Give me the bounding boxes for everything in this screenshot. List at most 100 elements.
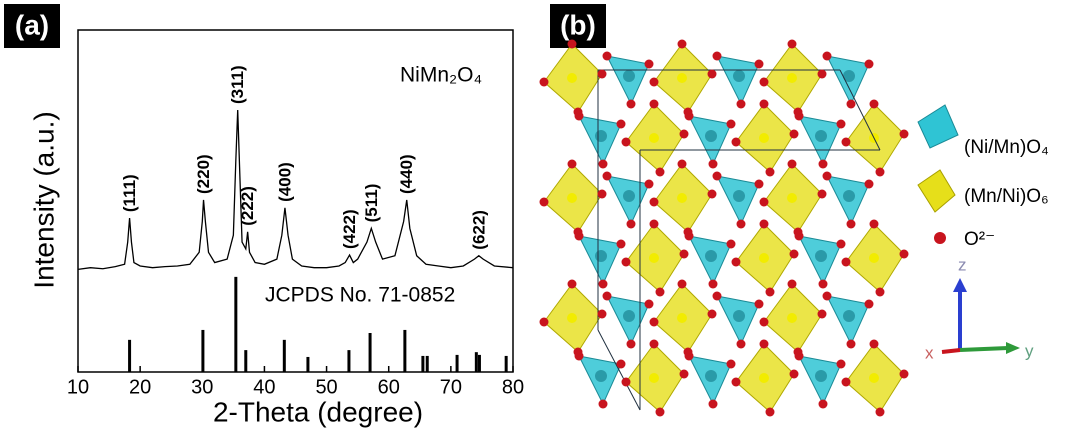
oxygen-atom	[617, 240, 626, 249]
metal-atom	[759, 253, 769, 263]
series-label: NiMn₂O₄	[400, 64, 482, 87]
oxygen-atom	[790, 250, 799, 259]
oxygen-atom	[876, 168, 885, 177]
metal-atom	[567, 313, 577, 323]
oxygen-atom	[598, 310, 607, 319]
metal-atom	[595, 250, 607, 262]
oxygen-atom	[788, 40, 797, 49]
oxygen-atom	[876, 408, 885, 417]
oxygen-atom	[622, 378, 631, 387]
oxygen-atom	[755, 180, 764, 189]
oxygen-atom	[678, 280, 687, 289]
oxygen-atom	[540, 318, 549, 327]
oxygen-atom	[760, 318, 769, 327]
oxygen-atom	[818, 190, 827, 199]
oxygen-atom	[599, 280, 608, 289]
x-axis-label: 2-Theta (degree)	[213, 396, 423, 427]
peak-label: (622)	[469, 210, 488, 250]
oxygen-atom	[656, 168, 665, 177]
oxygen-atom	[790, 370, 799, 379]
oxygen-atom	[865, 300, 874, 309]
metal-atom	[815, 130, 827, 142]
oxygen-atom	[603, 172, 612, 181]
oxygen-atom	[645, 180, 654, 189]
metal-atom	[787, 73, 797, 83]
oxygen-atom	[766, 168, 775, 177]
oxygen-atom	[540, 78, 549, 87]
oxygen-atom	[818, 310, 827, 319]
oxygen-atom	[847, 340, 856, 349]
series-label: JCPDS No. 71-0852	[265, 284, 455, 307]
oxygen-atom	[540, 198, 549, 207]
oxygen-atom	[645, 60, 654, 69]
oxygen-atom	[795, 352, 804, 361]
figure: (a) (b) 2-Theta (degree) Intensity (a.u.…	[0, 0, 1071, 435]
metal-atom	[705, 130, 717, 142]
metal-atom	[759, 133, 769, 143]
legend-label: (Ni/Mn)O₄	[964, 137, 1049, 158]
oxygen-atom	[575, 112, 584, 121]
oxygen-atom	[760, 340, 769, 349]
metal-atom	[759, 373, 769, 383]
oxygen-atom	[842, 378, 851, 387]
metal-atom	[623, 190, 635, 202]
metal-atom	[869, 253, 879, 263]
oxygen-atom	[678, 160, 687, 169]
x-tick-label: 10	[67, 376, 89, 398]
x-tick-label: 60	[378, 376, 400, 398]
metal-atom	[705, 250, 717, 262]
oxygen-atom	[568, 160, 577, 169]
oxygen-atom	[837, 360, 846, 369]
oxygen-icon	[934, 232, 946, 244]
x-tick-label: 80	[502, 376, 524, 398]
oxygen-atom	[766, 288, 775, 297]
metal-atom	[677, 313, 687, 323]
metal-atom	[649, 133, 659, 143]
metal-atom	[869, 373, 879, 383]
oxygen-atom	[823, 292, 832, 301]
oxygen-atom	[708, 310, 717, 319]
metal-atom	[623, 70, 635, 82]
oxygen-atom	[622, 138, 631, 147]
oxygen-atom	[876, 288, 885, 297]
oxygen-atom	[709, 400, 718, 409]
oxygen-atom	[732, 258, 741, 267]
oxygen-atom	[865, 60, 874, 69]
oxygen-atom	[795, 232, 804, 241]
metal-atom	[567, 73, 577, 83]
y-axis-label: Intensity (a.u.)	[28, 111, 59, 288]
x-tick-label: 50	[315, 376, 337, 398]
x-tick-label: 70	[440, 376, 462, 398]
legend-label: (Mn/Ni)O₆	[964, 186, 1049, 207]
oxygen-atom	[870, 100, 879, 109]
xrd-pattern	[78, 110, 513, 269]
oxygen-atom	[685, 112, 694, 121]
oxygen-atom	[727, 120, 736, 129]
oxygen-atom	[790, 130, 799, 139]
oxygen-atom	[766, 408, 775, 417]
oxygen-atom	[650, 318, 659, 327]
oxygen-atom	[599, 160, 608, 169]
x-tick-label: 30	[191, 376, 213, 398]
oxygen-atom	[603, 292, 612, 301]
metal-atom	[787, 193, 797, 203]
oxygen-atom	[870, 340, 879, 349]
oxygen-atom	[678, 40, 687, 49]
metal-atom	[623, 310, 635, 322]
oxygen-atom	[680, 130, 689, 139]
oxygen-atom	[900, 370, 909, 379]
oxygen-atom	[650, 220, 659, 229]
oxygen-atom	[627, 100, 636, 109]
metal-atom	[815, 370, 827, 382]
axis-arrow	[960, 348, 1008, 350]
oxygen-atom	[617, 120, 626, 129]
oxygen-atom	[819, 160, 828, 169]
oxygen-atom	[680, 370, 689, 379]
metal-atom	[677, 73, 687, 83]
axis-arrow	[942, 350, 960, 352]
metal-atom	[595, 130, 607, 142]
panel-label: (b)	[560, 9, 596, 40]
oxygen-atom	[818, 70, 827, 79]
tetrahedron-icon	[918, 105, 958, 148]
metal-atom	[595, 370, 607, 382]
